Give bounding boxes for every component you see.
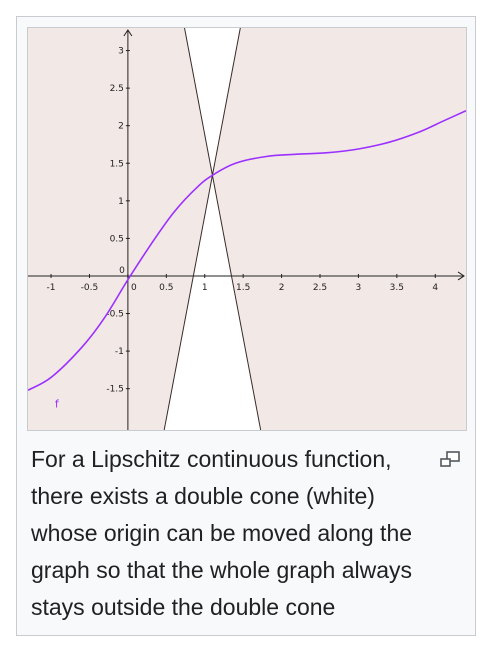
lipschitz-plot[interactable]: -1 -0.5 0 0.5 1 1.5 2 2.5 3 3.5 4 -1.5 -1 -0.5 0 0.5 1 1.… bbox=[27, 27, 467, 431]
cone-line-descending bbox=[184, 28, 262, 430]
x-tick-label: 4 bbox=[432, 283, 438, 293]
magnify-clip-icon[interactable] bbox=[438, 450, 462, 470]
x-tick-label: 2 bbox=[279, 283, 285, 293]
x-tick-label: 3.5 bbox=[390, 283, 404, 293]
y-tick-label: 1.5 bbox=[110, 159, 124, 169]
y-tick-label: -0.5 bbox=[106, 310, 124, 320]
cone-lower-region bbox=[164, 175, 261, 430]
y-tick-label: 3 bbox=[118, 47, 124, 57]
y-tick-label: 0 bbox=[119, 266, 125, 276]
cone-upper-region bbox=[184, 28, 241, 176]
figure-thumbnail: -1 -0.5 0 0.5 1 1.5 2 2.5 3 3.5 4 -1.5 -1 -0.5 0 0.5 1 1.… bbox=[16, 16, 476, 636]
figure-caption: For a Lipschitz continuous function, the… bbox=[31, 446, 413, 620]
y-tick-label: 2.5 bbox=[110, 84, 124, 94]
x-tick-label: 0 bbox=[131, 283, 137, 293]
y-tick-label: -1 bbox=[115, 347, 124, 357]
plot-svg: -1 -0.5 0 0.5 1 1.5 2 2.5 3 3.5 4 -1.5 -1 -0.5 0 0.5 1 1.… bbox=[28, 28, 466, 430]
y-tick-label: -1.5 bbox=[106, 385, 124, 395]
function-label: f bbox=[55, 397, 60, 410]
x-tick-label: 1.5 bbox=[236, 283, 250, 293]
y-tick-label: 0.5 bbox=[110, 234, 124, 244]
function-curve bbox=[28, 109, 466, 391]
y-tick-label: 2 bbox=[118, 122, 124, 132]
x-tick-label: -1 bbox=[47, 283, 56, 293]
y-tick-label: 1 bbox=[118, 197, 124, 207]
x-tick-label: 0.5 bbox=[159, 283, 173, 293]
cone-line-ascending bbox=[163, 28, 241, 430]
x-tick-label: 2.5 bbox=[313, 283, 327, 293]
x-tick-label: -0.5 bbox=[81, 283, 99, 293]
x-axis-arrow bbox=[457, 271, 465, 281]
x-tick-label: 3 bbox=[356, 283, 362, 293]
y-axis-arrow bbox=[123, 29, 133, 37]
x-tick-label: 1 bbox=[202, 283, 208, 293]
